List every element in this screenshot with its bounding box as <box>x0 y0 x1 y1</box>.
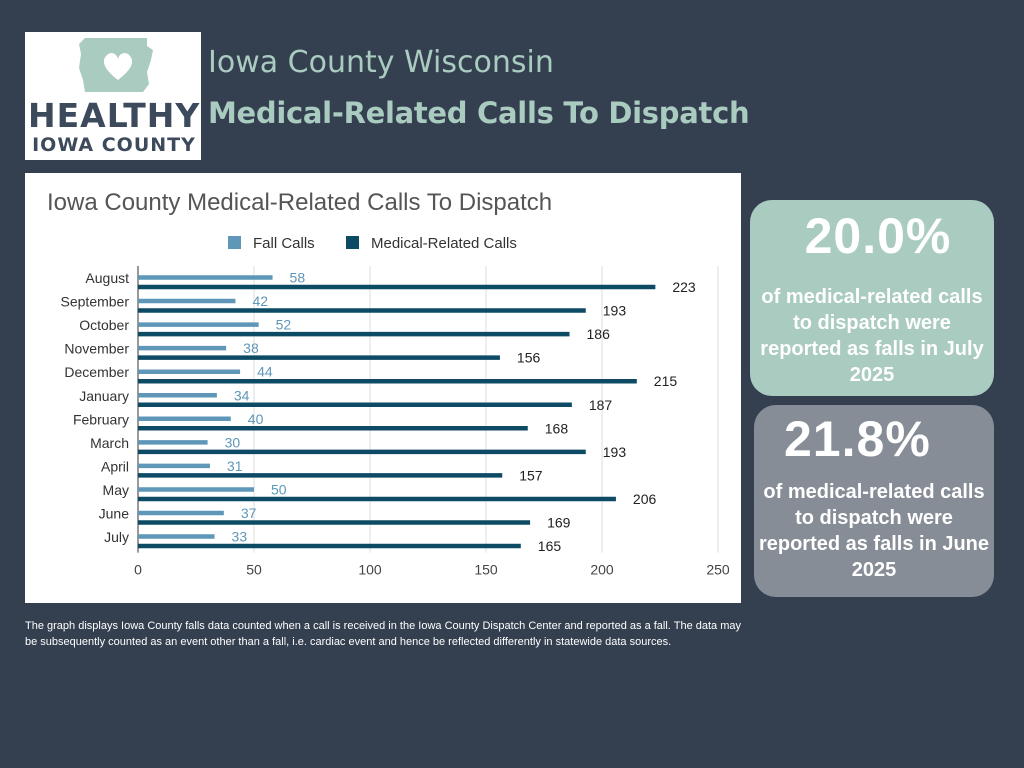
chart-gridlines <box>137 266 719 553</box>
healthy-iowa-county-logo: HEALTHY IOWA COUNTY <box>25 32 201 160</box>
medical-calls-data-label: 165 <box>538 538 562 554</box>
legend-label-fall-calls: Fall Calls <box>253 235 315 252</box>
chart-title: Iowa County Medical-Related Calls To Dis… <box>47 189 552 216</box>
chart-panel: Iowa County Medical-Related Calls To Dis… <box>25 173 741 603</box>
fall-calls-data-label: 30 <box>225 434 241 450</box>
category-label: May <box>103 482 129 498</box>
category-label: April <box>101 458 129 474</box>
category-label: January <box>79 388 129 404</box>
x-tick-label: 100 <box>358 562 382 578</box>
stat-value: 20.0% <box>804 208 952 264</box>
medical-calls-data-label: 215 <box>654 373 678 389</box>
medical-calls-data-label: 168 <box>545 420 569 436</box>
legend-swatch-medical-calls <box>346 236 359 249</box>
chart-x-ticks: 0 50 100 150 200 250 <box>134 562 730 578</box>
fall-calls-data-label: 31 <box>227 458 243 474</box>
chart-category-labels: August September October November December Ja… <box>61 270 130 545</box>
fall-calls-data-label: 44 <box>257 364 273 380</box>
medical-calls-data-label: 193 <box>603 444 627 460</box>
fall-calls-data-label: 37 <box>241 505 257 521</box>
x-tick-label: 200 <box>590 562 614 578</box>
category-label: June <box>99 506 130 522</box>
organization-heading: Iowa County Wisconsin <box>208 45 554 80</box>
x-tick-label: 50 <box>246 562 262 578</box>
legend-label-medical-calls: Medical-Related Calls <box>371 235 517 252</box>
chart-bars: 58 223 42 193 52 186 38 156 44 215 34 187 40 168 30 193… <box>138 270 696 554</box>
fall-calls-data-label: 58 <box>290 270 306 286</box>
category-label: November <box>64 341 129 357</box>
x-tick-label: 0 <box>134 562 142 578</box>
medical-calls-data-label: 186 <box>587 326 611 342</box>
fall-calls-data-label: 52 <box>276 317 292 333</box>
stat-value: 21.8% <box>784 411 931 467</box>
iowa-state-heart-icon <box>79 38 153 92</box>
category-label: March <box>90 435 129 451</box>
category-label: October <box>79 317 129 333</box>
medical-calls-data-label: 193 <box>603 303 627 319</box>
category-label: September <box>61 294 130 310</box>
fall-calls-data-label: 34 <box>234 387 250 403</box>
category-label: December <box>64 364 129 380</box>
medical-calls-data-label: 169 <box>547 515 571 531</box>
medical-calls-data-label: 206 <box>633 491 657 507</box>
medical-calls-data-label: 223 <box>672 279 696 295</box>
category-label: July <box>104 529 129 545</box>
fall-calls-data-label: 40 <box>248 411 264 427</box>
category-label: February <box>73 411 129 427</box>
stat-description: of medical-related calls to dispatch wer… <box>760 286 984 386</box>
fall-calls-data-label: 42 <box>252 293 268 309</box>
stat-card-july: 20.0% of medical-related calls to dispat… <box>750 200 994 396</box>
chart-legend: Fall Calls Medical-Related Calls <box>228 235 517 252</box>
stat-description: of medical-related calls to dispatch wer… <box>758 481 990 581</box>
calls-bar-chart: Iowa County Medical-Related Calls To Dis… <box>47 189 730 578</box>
x-tick-label: 250 <box>706 562 730 578</box>
legend-swatch-fall-calls <box>228 236 241 249</box>
category-label: August <box>85 270 129 286</box>
medical-calls-data-label: 157 <box>519 467 543 483</box>
stat-card-june: 21.8% of medical-related calls to dispat… <box>754 405 994 597</box>
chart-footnote: The graph displays Iowa County falls dat… <box>25 620 741 648</box>
page-title: Medical-Related Calls To Dispatch <box>208 96 750 130</box>
medical-calls-data-label: 156 <box>517 350 541 366</box>
fall-calls-data-label: 38 <box>243 340 259 356</box>
fall-calls-data-label: 50 <box>271 481 287 497</box>
x-tick-label: 150 <box>474 562 498 578</box>
medical-calls-data-label: 187 <box>589 397 613 413</box>
logo-word-healthy: HEALTHY <box>28 96 201 135</box>
logo-word-iowa-county: IOWA COUNTY <box>32 134 196 156</box>
fall-calls-data-label: 33 <box>232 529 248 545</box>
